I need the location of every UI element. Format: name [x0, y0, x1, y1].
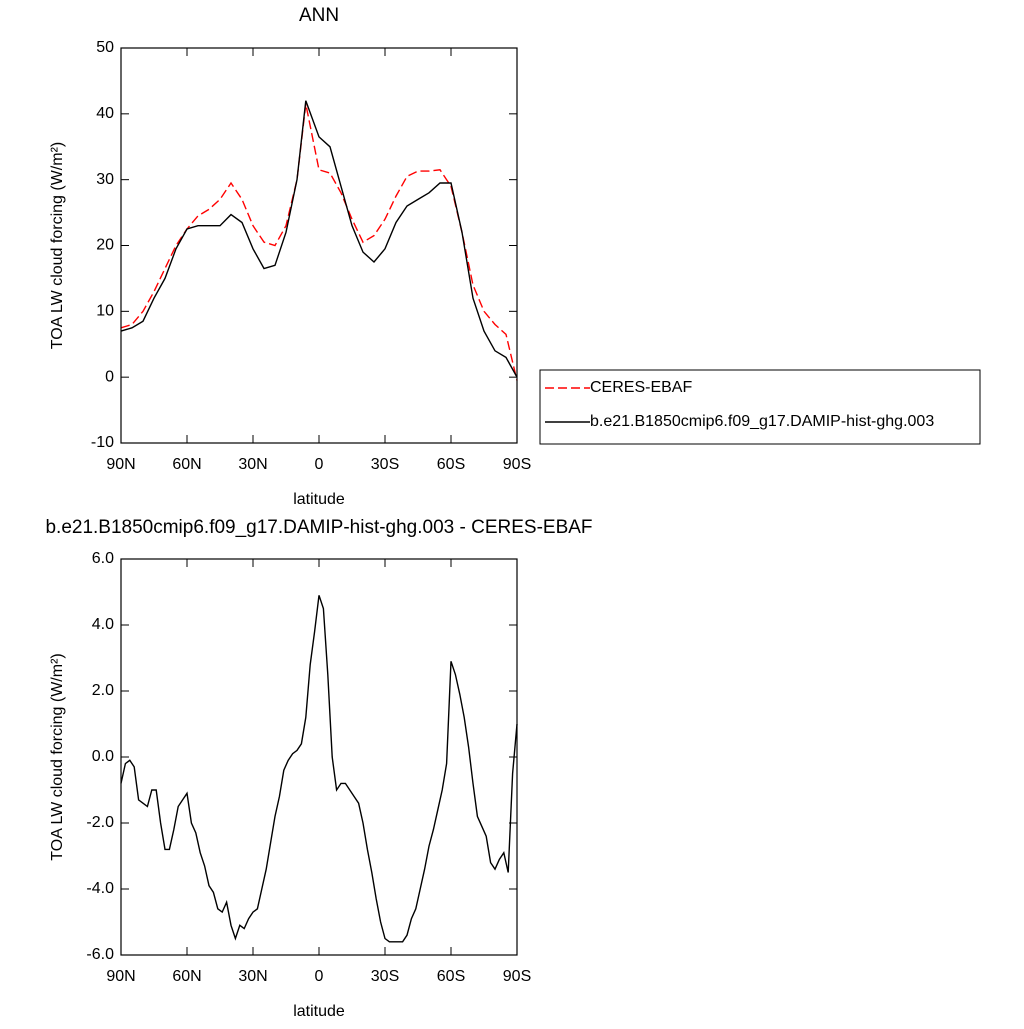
legend-label: CERES-EBAF: [590, 379, 692, 396]
data-line: [120, 595, 518, 943]
x-tick-label: 60S: [437, 456, 465, 473]
plot-frame: [120, 558, 518, 956]
chart-title: b.e21.B1850cmip6.f09_g17.DAMIP-hist-ghg.…: [45, 517, 592, 538]
x-tick-label: 30S: [371, 968, 399, 985]
x-tick-label: 60S: [437, 968, 465, 985]
y-axis-label: TOA LW cloud forcing (W/m²): [49, 142, 66, 349]
x-axis-label: latitude: [293, 491, 345, 508]
y-tick-label: 40: [96, 105, 114, 122]
x-tick-label: 30N: [238, 968, 267, 985]
y-tick-label: -6.0: [86, 946, 114, 963]
y-tick-label: -10: [91, 434, 114, 451]
x-tick-label: 0: [315, 456, 324, 473]
y-tick-label: 6.0: [92, 550, 114, 567]
x-tick-label: 0: [315, 968, 324, 985]
y-tick-label: -4.0: [86, 880, 114, 897]
legend-label: b.e21.B1850cmip6.f09_g17.DAMIP-hist-ghg.…: [590, 413, 934, 430]
y-tick-label: 0.0: [92, 748, 114, 765]
x-tick-label: 30S: [371, 456, 399, 473]
y-tick-label: -2.0: [86, 814, 114, 831]
y-tick-label: 2.0: [92, 682, 114, 699]
x-tick-label: 90S: [503, 968, 531, 985]
x-tick-label: 60N: [172, 456, 201, 473]
y-tick-label: 50: [96, 39, 114, 56]
y-axis-label: TOA LW cloud forcing (W/m²): [49, 653, 66, 860]
y-tick-label: 4.0: [92, 616, 114, 633]
legend-box: [539, 369, 981, 445]
legend: CERES-EBAF b.e21.B1850cmip6.f09_g17.DAMIP…: [539, 369, 981, 445]
data-line: [120, 100, 518, 378]
y-tick-label: 0: [105, 368, 114, 385]
x-axis-label: latitude: [293, 1003, 345, 1020]
chart-title: ANN: [299, 5, 339, 26]
plot-frame: [120, 47, 518, 444]
y-tick-label: 30: [96, 171, 114, 188]
x-tick-label: 90N: [106, 456, 135, 473]
x-tick-label: 60N: [172, 968, 201, 985]
y-tick-label: 10: [96, 303, 114, 320]
x-tick-label: 30N: [238, 456, 267, 473]
y-tick-label: 20: [96, 237, 114, 254]
x-tick-label: 90S: [503, 456, 531, 473]
x-tick-label: 90N: [106, 968, 135, 985]
